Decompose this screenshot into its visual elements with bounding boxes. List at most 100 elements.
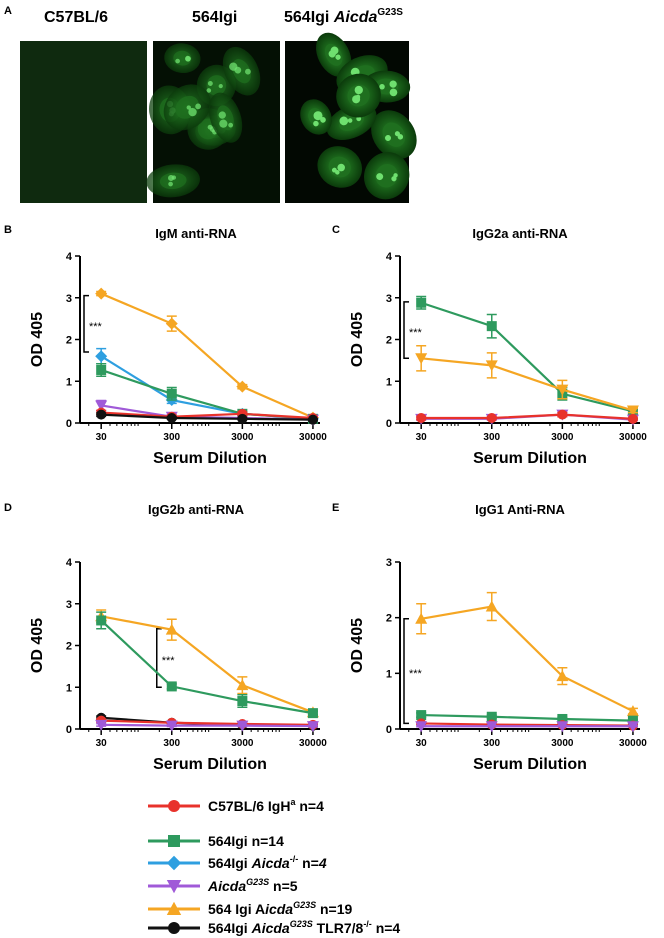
data-point	[627, 715, 638, 726]
significance-bracket	[403, 301, 409, 360]
significance-label: ***	[89, 321, 103, 333]
x-tick-label: 3000	[231, 432, 254, 443]
x-tick-label: 300	[163, 738, 180, 749]
cell	[222, 46, 261, 96]
legend-marker	[166, 901, 182, 915]
series	[415, 591, 639, 717]
y-tick-label: 0	[386, 418, 392, 430]
cell	[300, 99, 332, 135]
chart-e: E IgG1 Anti-RNA 0 1 2 3 30 300 3000 30000 Serum Di…	[332, 502, 647, 773]
data-point	[96, 409, 107, 420]
data-point	[165, 623, 178, 635]
series	[96, 715, 318, 730]
y-tick-label: 0	[66, 418, 72, 430]
data-point	[166, 388, 177, 399]
data-point	[556, 670, 569, 682]
x-tick-label: 30	[416, 738, 428, 749]
y-tick-label: 1	[66, 376, 72, 388]
y-axis-label: OD 405	[349, 618, 366, 673]
series-line	[420, 605, 634, 713]
legend-marker	[168, 800, 180, 812]
series	[96, 409, 318, 425]
series	[416, 409, 638, 424]
series-line	[420, 301, 634, 413]
data-point	[486, 321, 497, 332]
significance-label: ***	[162, 655, 176, 667]
series-line	[421, 357, 634, 412]
x-tick-label: 30000	[299, 432, 327, 443]
data-point	[236, 380, 249, 393]
series	[415, 721, 639, 733]
x-axis-label: Serum Dilution	[473, 756, 587, 773]
series-line	[101, 413, 313, 421]
data-point	[306, 721, 319, 733]
data-point	[415, 353, 428, 365]
y-tick-label: 3	[66, 293, 72, 305]
data-point	[556, 721, 569, 733]
x-tick-label: 300	[483, 432, 500, 443]
y-tick-label: 0	[386, 724, 392, 736]
panel-letter: D	[4, 502, 12, 514]
data-point	[95, 400, 108, 412]
y-tick-label: 1	[66, 682, 72, 694]
series	[95, 719, 319, 733]
data-point	[307, 708, 318, 719]
x-tick-label: 3000	[231, 738, 254, 749]
data-point	[556, 384, 569, 396]
y-tick-label: 2	[386, 613, 392, 625]
cell	[164, 43, 201, 74]
series-line	[421, 713, 633, 722]
y-tick-label: 4	[386, 251, 393, 263]
series	[415, 345, 639, 417]
panel-letter: B	[4, 224, 12, 236]
data-point	[486, 711, 497, 722]
data-point	[485, 360, 498, 372]
series-line	[421, 413, 634, 420]
data-point	[165, 317, 178, 330]
significance-bracket	[83, 294, 89, 353]
data-point	[237, 413, 248, 424]
y-tick-label: 0	[66, 724, 72, 736]
data-point	[95, 350, 108, 363]
x-axis-label: Serum Dilution	[153, 756, 267, 773]
chart-c: C IgG2a anti-RNA 0 1 2 3 4 30 300 3000 30000 Serum …	[332, 224, 647, 467]
chart-title: IgM anti-RNA	[155, 226, 237, 241]
data-point	[95, 719, 108, 731]
significance-label: ***	[409, 668, 423, 680]
legend-marker	[166, 855, 182, 871]
x-tick-label: 30	[96, 432, 108, 443]
legend-item: AicdaG23S n=5	[148, 877, 298, 894]
legend-item: C57BL/6 IgHa n=4	[148, 797, 324, 814]
data-point	[485, 721, 498, 733]
data-point	[165, 720, 178, 732]
data-point	[236, 679, 249, 691]
x-tick-label: 300	[163, 432, 180, 443]
micrograph-c57bl6	[20, 41, 147, 203]
legend-label: AicdaG23S n=5	[207, 877, 298, 894]
x-tick-label: 30	[96, 738, 108, 749]
x-tick-label: 30000	[619, 432, 647, 443]
x-tick-label: 30000	[299, 738, 327, 749]
y-tick-label: 1	[386, 668, 392, 680]
data-point	[416, 297, 427, 308]
panel-letter: E	[332, 502, 339, 514]
data-point	[626, 705, 639, 717]
significance-bracket	[156, 628, 162, 688]
chart-b: B IgM anti-RNA 0 1 2 3 4 30 300 3000 30000 Serum Di…	[4, 224, 327, 467]
significance-bracket	[403, 618, 409, 725]
legend-label: 564Igi AicdaG23S TLR7/8-/- n=4	[208, 919, 400, 936]
legend-label: 564Igi Aicda-/- n=4	[208, 854, 327, 871]
legend-label: C57BL/6 IgHa n=4	[208, 797, 324, 814]
x-tick-label: 30000	[619, 738, 647, 749]
data-point	[485, 600, 498, 612]
data-point	[415, 721, 428, 733]
data-point	[416, 710, 427, 721]
cell	[163, 84, 211, 131]
legend-label: 564Igi n=14	[208, 833, 284, 849]
cell	[371, 110, 417, 160]
cell	[336, 73, 381, 118]
x-tick-label: 3000	[551, 432, 574, 443]
data-point	[415, 612, 428, 624]
x-tick-label: 30	[416, 432, 428, 443]
y-tick-label: 3	[386, 557, 392, 569]
